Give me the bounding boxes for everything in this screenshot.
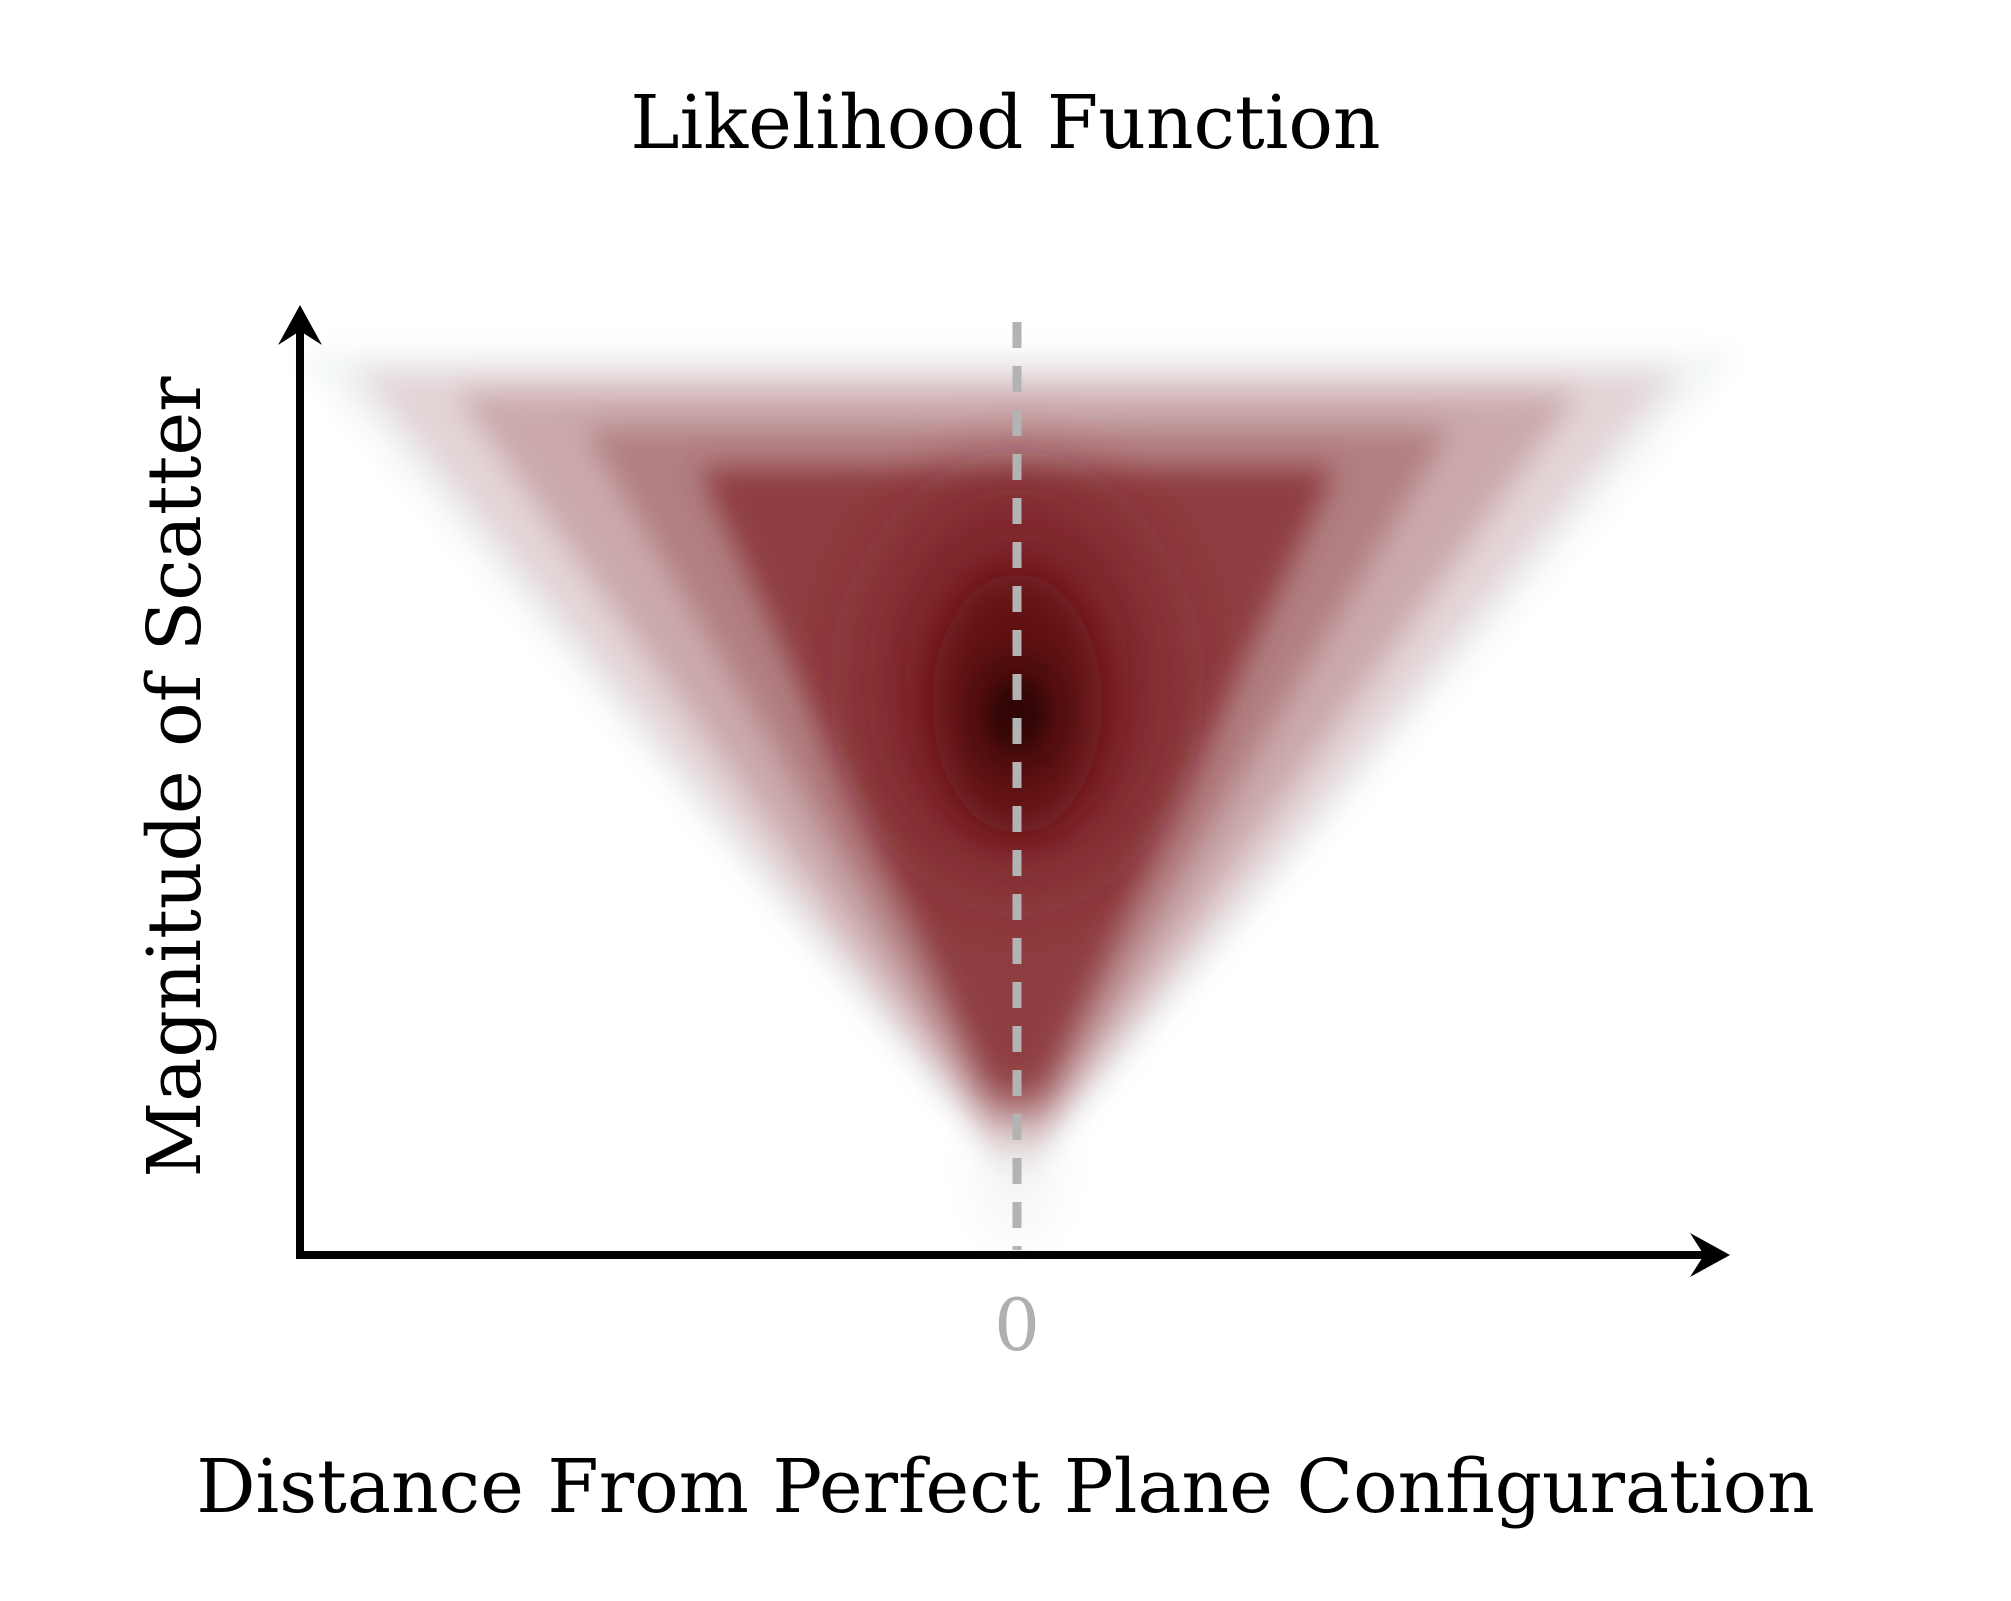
y-axis-label: Magnitude of Scatter (132, 376, 218, 1178)
x-axis-arrowhead (1690, 1233, 1730, 1277)
x-axis-label: Distance From Perfect Plane Configuratio… (196, 1444, 1815, 1530)
y-axis-arrowhead (278, 305, 322, 345)
density-peak (985, 668, 1049, 759)
x-tick-label: 0 (994, 1283, 1040, 1367)
chart-title: Likelihood Function (630, 80, 1381, 166)
density-heatmap (297, 353, 1737, 1239)
